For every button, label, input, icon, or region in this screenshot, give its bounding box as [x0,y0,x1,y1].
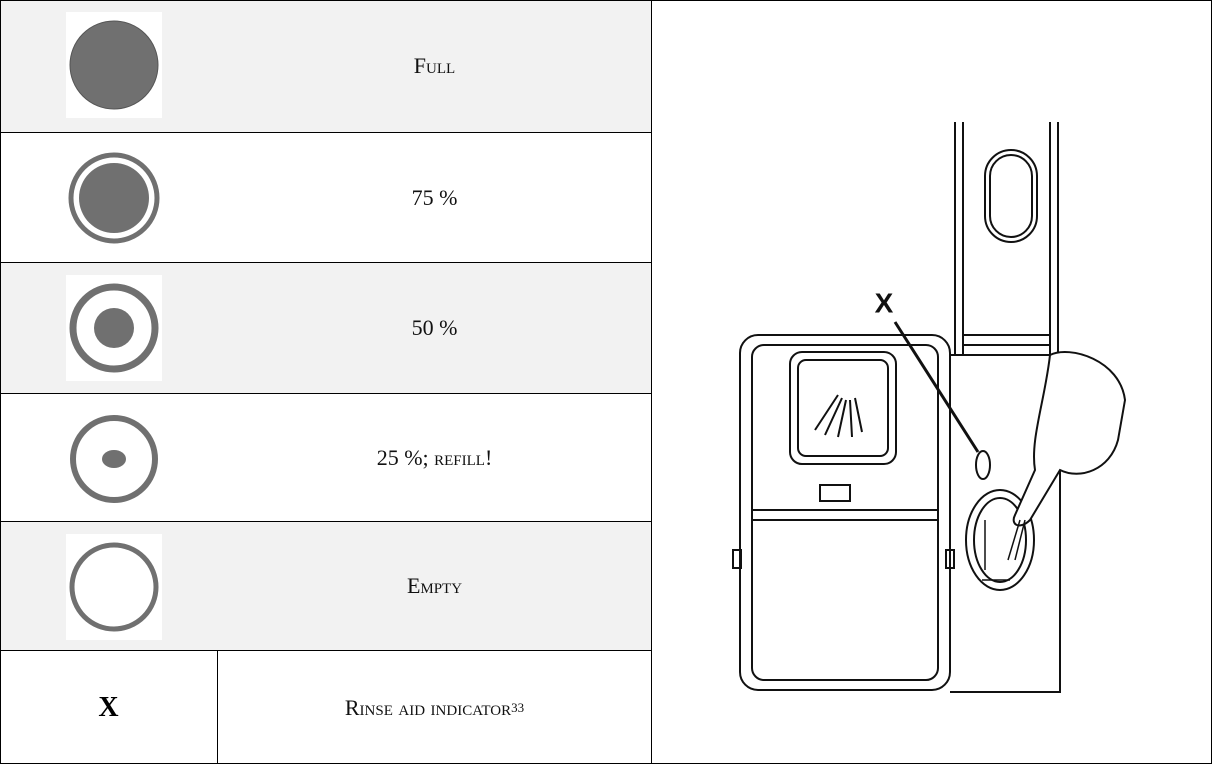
level-icon [66,12,162,118]
table-row: X Rinse aid indicator 33 [0,650,652,764]
level-label: 25 %; refill! [376,444,493,470]
column-divider [651,0,652,764]
legend-symbol: X [98,691,119,723]
callout-label: X [875,287,894,318]
table-row: 75 % [0,132,652,262]
table-row: Full [0,0,652,132]
cell-divider [217,651,218,764]
level-icon [66,406,162,512]
table-row: Empty [0,521,652,650]
footnote: 33 [511,699,525,715]
level-icon [66,534,162,640]
legend-label: Rinse aid indicator 33 [217,651,652,764]
table-row: 50 % [0,262,652,393]
level-icon [66,275,162,381]
level-label: Empty [406,573,463,598]
level-label: 75 % [411,184,458,210]
illustration: X [732,122,1127,693]
level-label: 50 % [411,315,458,340]
legend-text: Rinse aid indicator [344,694,512,720]
table-row: 25 %; refill! [0,393,652,521]
level-icon [66,145,162,251]
level-label: Full [413,53,456,78]
